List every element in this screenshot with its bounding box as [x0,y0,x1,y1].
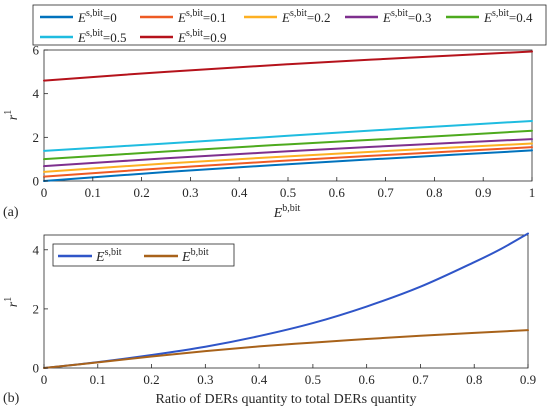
plot-a-series [43,50,533,182]
x-axis-label-a: Eb,bit [273,203,301,221]
x-tick-label: 1 [529,185,536,200]
x-tick-label: 0 [41,372,48,387]
plot-a-axes [43,49,533,182]
plot-a-ticks: 0 0.1 0.2 0.3 0.4 0.5 0.6 0.7 0.8 0.9 1 0 2 4 6 [33,43,536,201]
y-tick-label: 0 [33,174,40,189]
series-line-4 [43,129,533,161]
panel-label-a: (a) [3,205,19,220]
legend-b: Es,bit Eb,bit [58,247,209,265]
x-tick-label: 0.9 [520,372,536,387]
legend-b-box [52,243,235,267]
y-tick-label: 2 [33,130,40,145]
x-tick-label: 0.1 [85,185,101,200]
plot-b-ticks: 0 0.1 0.2 0.3 0.4 0.5 0.6 0.7 0.8 0.9 0 2 4 [33,242,537,387]
y-tick-label: 4 [33,86,40,101]
x-axis-label-b: Ratio of DERs quantity to total DERs qua… [156,392,417,407]
series-line-6 [43,50,533,82]
panel-label-b: (b) [3,391,20,406]
x-tick-label: 0.5 [305,372,321,387]
x-tick-label: 0.6 [329,185,346,200]
y-axis-label-a: r1 [3,110,21,120]
x-tick-label: 0.7 [377,185,394,200]
legend-a-label: Es,bit=0.1 [177,8,227,25]
x-tick-label: 0.2 [143,372,159,387]
panel-a: Es,bit=0 Es,bit=0.1 Es,bit=0.2 Es,bit=0.3 Es… [3,4,547,221]
legend-a-label: Es,bit=0 [77,8,117,25]
legend-a: Es,bit=0 Es,bit=0.1 Es,bit=0.2 Es,bit=0.3 Es… [40,8,533,45]
legend-a-label: Es,bit=0.4 [483,8,533,25]
x-tick-label: 0.3 [182,185,198,200]
x-tick-label: 0.3 [197,372,213,387]
x-tick-label: 0.4 [231,185,248,200]
series-line-3 [43,138,533,168]
panel-b: 0 0.1 0.2 0.3 0.4 0.5 0.6 0.7 0.8 0.9 0 2 4 Es,bit Eb… [3,232,537,407]
y-tick-label: 2 [33,301,40,316]
legend-a-label: Es,bit=0.3 [382,8,432,25]
x-tick-label: 0.8 [466,372,482,387]
legend-b-label: Eb,bit [181,247,209,265]
x-tick-label: 0.2 [133,185,149,200]
x-tick-label: 0.1 [90,372,106,387]
y-tick-label: 0 [33,361,40,376]
legend-a-label: Es,bit=0.2 [281,8,331,25]
y-axis-label-b: r1 [3,297,21,307]
legend-a-label: Es,bit=0.5 [77,28,127,45]
series-line-1 [43,146,533,178]
series-line-0 [43,149,533,182]
x-tick-label: 0.5 [280,185,296,200]
legend-b-label: Es,bit [95,247,122,265]
x-tick-label: 0.7 [412,372,429,387]
y-tick-label: 4 [33,242,40,257]
x-tick-label: 0.8 [426,185,442,200]
legend-a-label: Es,bit=0.9 [177,28,227,45]
series-line-1 [43,329,529,369]
legend-a-box [32,4,547,46]
x-tick-label: 0.9 [475,185,491,200]
x-tick-label: 0 [41,185,48,200]
y-tick-label: 6 [33,43,40,58]
x-tick-label: 0.4 [251,372,268,387]
x-tick-label: 0.6 [359,372,376,387]
series-line-2 [43,142,533,173]
series-line-5 [43,119,533,152]
plot-b-series [43,232,529,369]
